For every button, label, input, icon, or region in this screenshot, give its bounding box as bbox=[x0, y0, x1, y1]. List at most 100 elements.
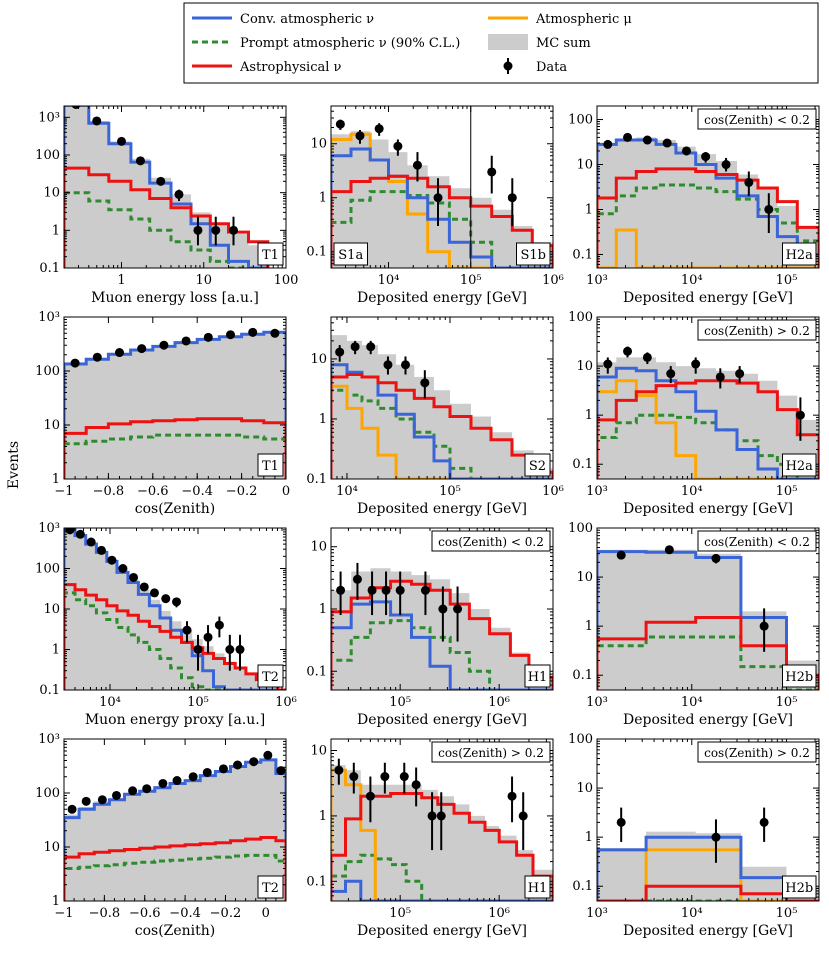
panel-H1-low: 10⁵ 10⁶ 0.1 1 10 Deposited energy [GeV] H1 cos(… bbox=[306, 527, 554, 728]
data-point bbox=[616, 817, 626, 827]
sample-tag: S1a bbox=[338, 248, 363, 263]
data-point bbox=[664, 545, 674, 555]
y-tick-label: 10 bbox=[310, 744, 327, 759]
x-tick-label: 1 bbox=[117, 273, 125, 288]
data-point bbox=[182, 625, 192, 635]
y-tick-label: 0.1 bbox=[572, 879, 593, 894]
data-point bbox=[380, 772, 390, 782]
data-point bbox=[228, 225, 238, 235]
data-point bbox=[263, 750, 273, 760]
data-point bbox=[137, 344, 147, 354]
prompt-series bbox=[64, 853, 286, 901]
data-point bbox=[65, 528, 75, 535]
y-tick-label: 10 bbox=[43, 186, 60, 201]
x-tick-label: 10⁵ bbox=[439, 484, 461, 499]
x-tick-label: −1 bbox=[54, 906, 73, 921]
data-point bbox=[335, 119, 345, 129]
y-tick-label: 1 bbox=[52, 472, 60, 487]
muon-series bbox=[331, 768, 553, 901]
data-point bbox=[158, 778, 168, 788]
conv-series bbox=[597, 835, 819, 901]
mc-sum-fill bbox=[64, 106, 268, 268]
y-tick-label: 0.1 bbox=[306, 245, 327, 260]
plot-area bbox=[64, 750, 286, 901]
mc-sum-fill bbox=[597, 549, 819, 690]
y-tick-label: 10 bbox=[43, 840, 60, 855]
data-point bbox=[334, 765, 344, 775]
panel-H2a-high: 10³ 10⁴ 10⁵ 0.1 1 10 100 Deposited energy [GeV]… bbox=[568, 310, 820, 517]
sample-tag: H2a bbox=[786, 459, 814, 474]
x-axis-label: Deposited energy [GeV] bbox=[357, 290, 527, 306]
data-point bbox=[111, 790, 121, 800]
x-tick-label: 10⁴ bbox=[681, 695, 703, 710]
plot-area bbox=[64, 327, 286, 479]
x-tick-label: −0.2 bbox=[210, 906, 242, 921]
x-axis-label: Deposited energy [GeV] bbox=[357, 712, 527, 728]
data-point bbox=[453, 604, 463, 614]
astro-series bbox=[64, 417, 286, 479]
mc-sum-fill bbox=[64, 331, 286, 479]
plot-area bbox=[331, 562, 553, 690]
data-point bbox=[383, 360, 393, 370]
x-tick-label: 0 bbox=[282, 484, 290, 499]
sample-tag: T2 bbox=[262, 881, 279, 896]
y-tick-label: 1 bbox=[319, 412, 327, 427]
y-tick-label: 100 bbox=[568, 310, 593, 325]
data-point bbox=[233, 760, 243, 770]
x-tick-label: 10⁵ bbox=[187, 695, 209, 710]
y-tick-label: 100 bbox=[568, 521, 593, 536]
y-tick-label: 100 bbox=[35, 364, 60, 379]
x-tick-label: 10⁶ bbox=[542, 273, 564, 288]
plot-area bbox=[64, 528, 286, 690]
y-tick-label: 0.1 bbox=[572, 668, 593, 683]
panel-H2b-high: 10³ 10⁴ 10⁵ 0.1 1 10 100 Deposited energy [GeV]… bbox=[568, 732, 820, 939]
y-tick-label: 0.1 bbox=[39, 683, 60, 698]
zenith-cut-label: cos(Zenith) < 0.2 bbox=[704, 535, 810, 549]
y-tick-label: 10³ bbox=[38, 732, 60, 747]
axes-frame bbox=[596, 316, 820, 480]
panel-H2a-low: 10³ 10⁴ 10⁵ 0.1 1 10 100 Deposited energy [GeV]… bbox=[568, 105, 820, 306]
data-point bbox=[349, 772, 359, 782]
data-point bbox=[249, 757, 259, 767]
x-tick-label: 10⁵ bbox=[776, 273, 798, 288]
zenith-cut-label: cos(Zenith) < 0.2 bbox=[438, 535, 544, 549]
plot-area bbox=[331, 106, 553, 268]
y-axis-label: Events bbox=[6, 441, 22, 489]
x-axis-label: cos(Zenith) bbox=[135, 923, 216, 939]
sample-tag: H2b bbox=[785, 881, 813, 896]
data-point bbox=[603, 139, 613, 149]
data-point bbox=[135, 156, 145, 166]
data-point bbox=[81, 796, 91, 806]
data-point bbox=[139, 582, 149, 592]
data-point bbox=[86, 537, 96, 547]
legend-swatch-mc bbox=[488, 34, 528, 50]
x-axis-label: Deposited energy [GeV] bbox=[623, 712, 793, 728]
panel-T2-energy: 10⁴ 10⁵ 10⁶ 0.1 1 10 100 10³ Muon energy proxy [… bbox=[35, 521, 297, 728]
sample-tag-box bbox=[782, 664, 817, 688]
data-point bbox=[764, 204, 774, 214]
conv-series bbox=[597, 366, 819, 479]
sample-tag-box bbox=[257, 875, 284, 899]
x-tick-label: −0.4 bbox=[181, 484, 213, 499]
y-tick-label: 10 bbox=[576, 781, 593, 796]
muon-series bbox=[331, 384, 553, 479]
data-point bbox=[92, 116, 102, 126]
data-point bbox=[507, 791, 517, 801]
sample-tag-box bbox=[524, 875, 551, 899]
data-point bbox=[662, 138, 672, 148]
x-axis-label: Deposited energy [GeV] bbox=[623, 923, 793, 939]
x-tick-label: 10⁵ bbox=[776, 484, 798, 499]
prompt-series bbox=[64, 433, 286, 479]
axes-frame bbox=[63, 105, 287, 269]
data-point bbox=[381, 585, 391, 595]
data-point bbox=[355, 131, 365, 141]
data-point bbox=[214, 620, 224, 630]
y-tick-label: 10 bbox=[310, 137, 327, 152]
zenith-cut-label: cos(Zenith) > 0.2 bbox=[704, 324, 810, 338]
x-tick-label: 10⁴ bbox=[378, 273, 400, 288]
x-tick-label: 0 bbox=[262, 906, 270, 921]
data-point bbox=[735, 369, 745, 379]
data-point bbox=[142, 784, 152, 794]
data-point bbox=[411, 780, 421, 790]
data-point bbox=[96, 545, 106, 555]
